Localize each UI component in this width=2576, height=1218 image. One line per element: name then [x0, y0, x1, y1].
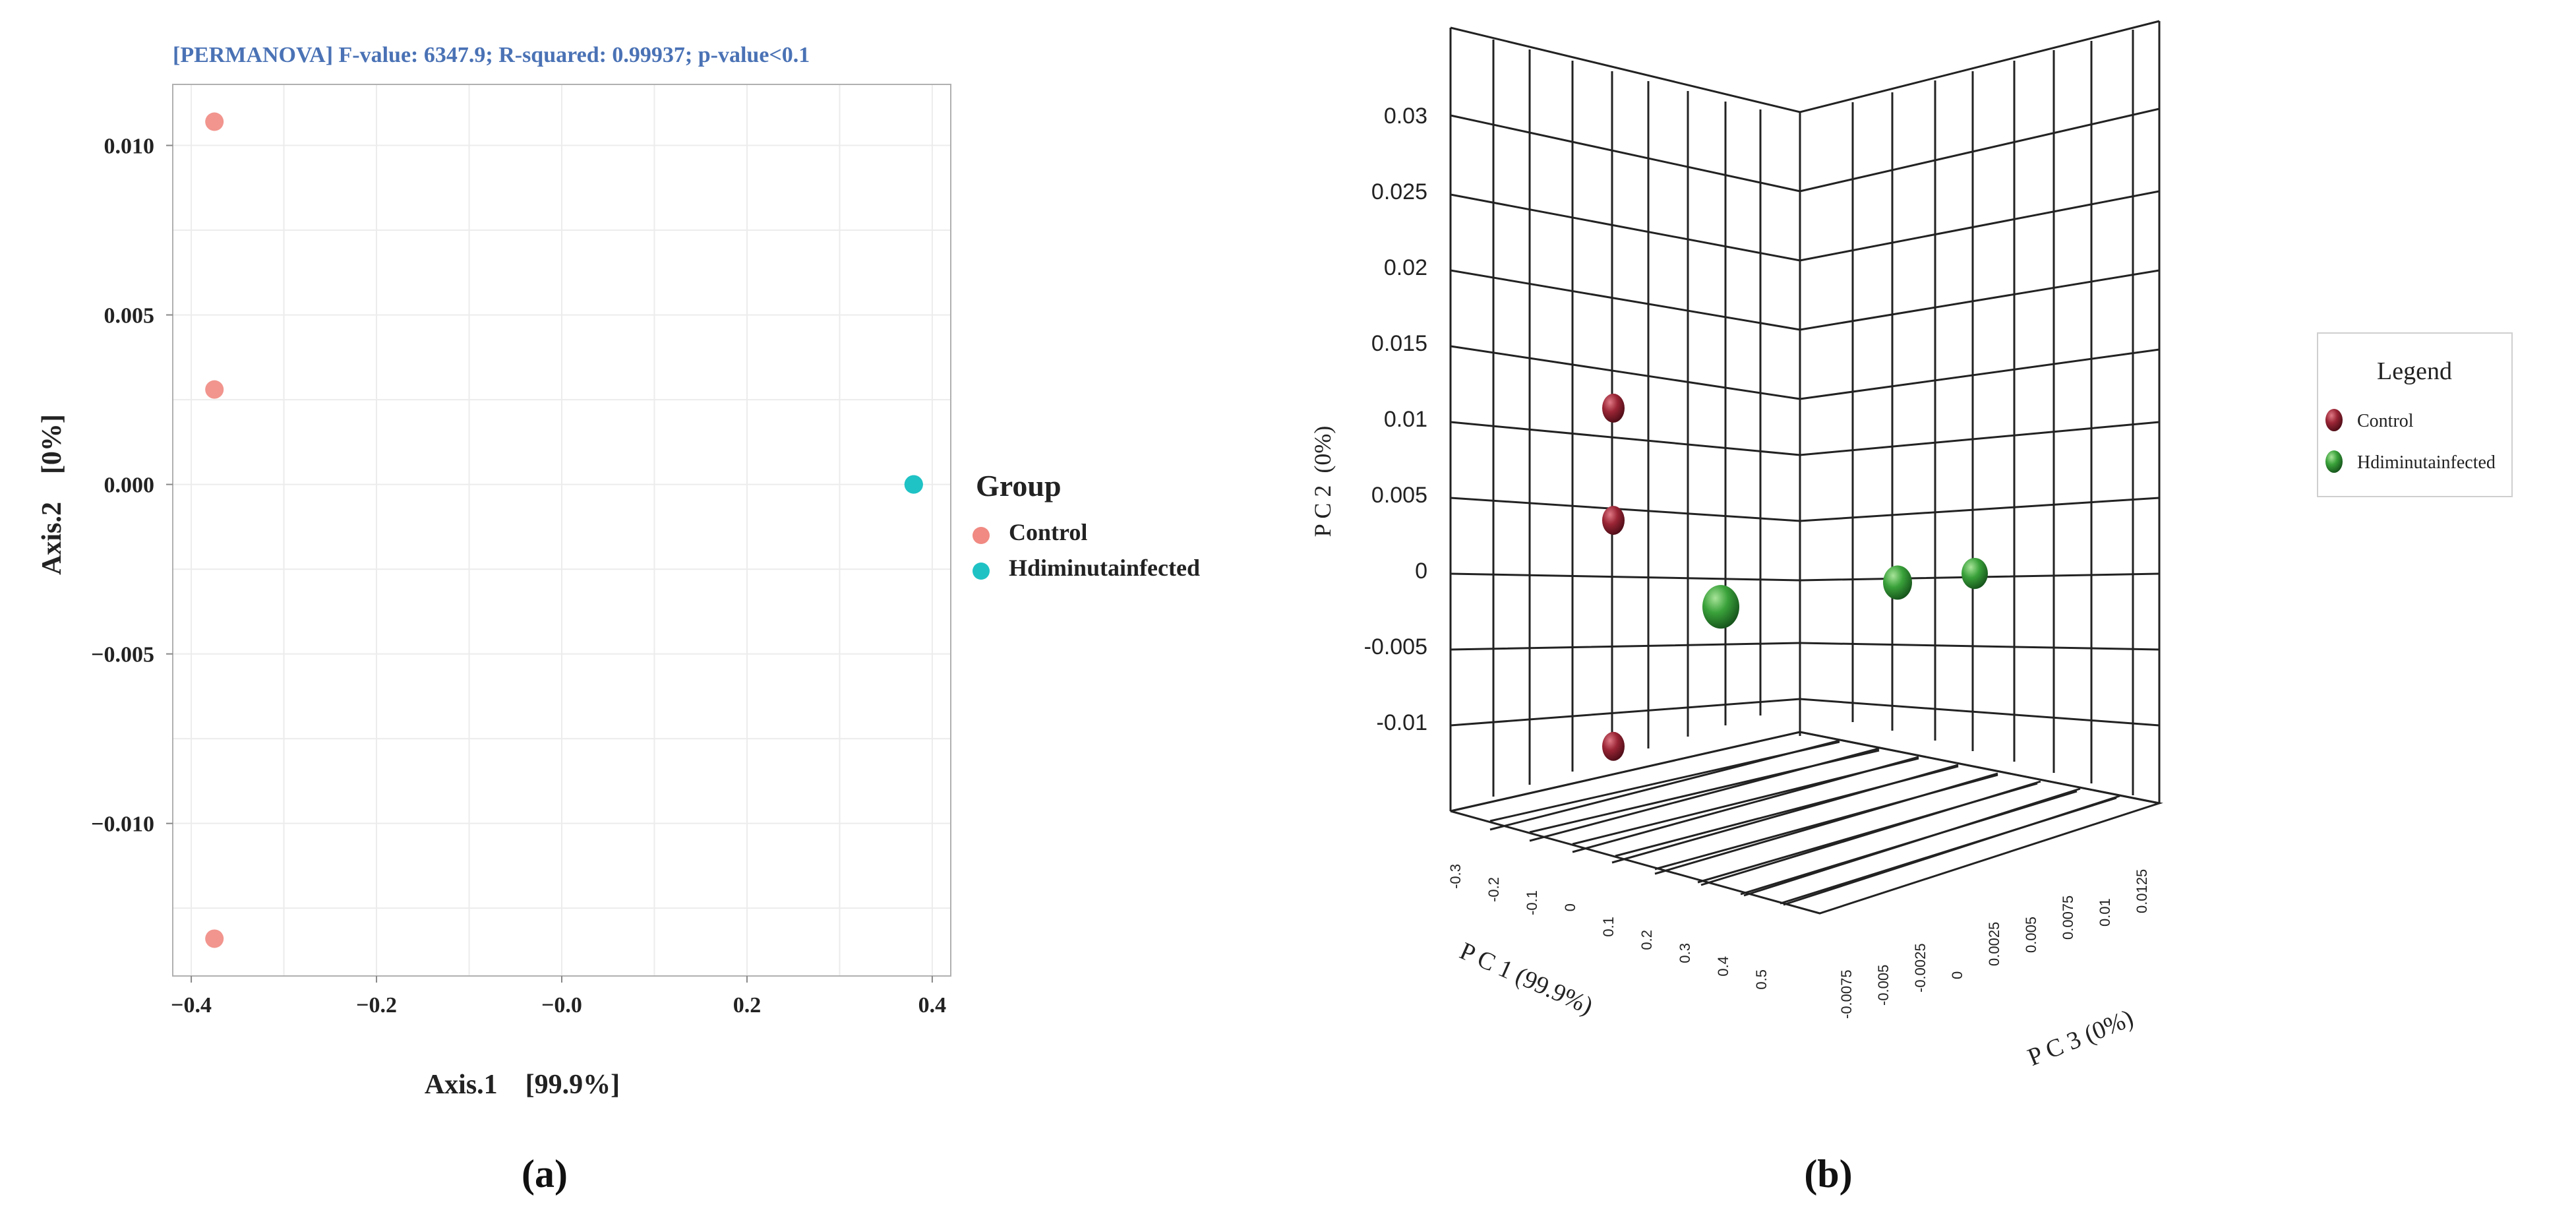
- panel-a-ytick-label: 0.005: [104, 304, 155, 328]
- panel-b-xlabel: P C 1 (99.9%): [1456, 937, 1597, 1020]
- panel-a-xtick-label: 0.4: [918, 993, 947, 1018]
- point-b-hdiminutainfected: [1883, 565, 1912, 600]
- panel-b-ztick-label: 0.0025: [1986, 922, 2002, 966]
- panel-a-label: (a): [522, 1152, 568, 1196]
- legend-infected-marker: [973, 563, 990, 580]
- panel-b-zticks: -0.0075 -0.005 -0.0025 0 0.0025 0.005 0.0075 0.…: [1838, 869, 2150, 1019]
- panel-b-ylabel: P C 2 (0%): [1309, 426, 1336, 537]
- panel-b-xtick-label: 0: [1562, 903, 1578, 911]
- panel-b-ytick-label: 0: [1415, 559, 1427, 584]
- legend-b-control-marker: [2325, 409, 2343, 431]
- panel-a: [PERMANOVA] F-value: 6347.9; R-squared: …: [37, 43, 1200, 1196]
- panel-b-ztick-label: -0.005: [1875, 965, 1892, 1006]
- panel-a-ytick-label: 0.010: [104, 135, 155, 159]
- panel-b-ytick-label: 0.025: [1371, 179, 1427, 204]
- panel-b-ztick-label: 0.005: [2023, 917, 2039, 953]
- panel-b-ytick-label: 0.02: [1384, 255, 1427, 280]
- panel-a-xtick-label: 0.2: [733, 993, 762, 1018]
- panel-b-ytick-label: 0.005: [1371, 483, 1427, 508]
- panel-b-points: [1602, 393, 1988, 761]
- panel-b-xtick-label: 0.1: [1600, 917, 1617, 937]
- panel-b-xticks: -0.3 -0.2 -0.1 0 0.1 0.2 0.3 0.4 0.5: [1447, 864, 1770, 990]
- panel-a-ytick-label: −0.005: [91, 643, 154, 667]
- point-control: [205, 112, 224, 131]
- panel-b-ztick-label: 0.0075: [2060, 896, 2076, 940]
- panel-b-xtick-label: 0.3: [1677, 943, 1693, 963]
- panel-b-ytick-label: -0.01: [1377, 710, 1428, 735]
- panel-b-ztick-label: 0: [1949, 971, 1965, 979]
- panel-b-legend-title: Legend: [2377, 357, 2452, 385]
- point-hdiminutainfected: [904, 475, 923, 494]
- panel-a-xlabel: Axis.1 [99.9%]: [425, 1070, 620, 1100]
- point-b-control: [1602, 731, 1625, 761]
- panel-b-ztick-label: 0.01: [2097, 898, 2113, 927]
- point-b-control: [1602, 393, 1625, 423]
- panel-a-ytick-label: −0.010: [91, 812, 154, 837]
- panel-a-ticks: −0.4 −0.2 −0.0 0.2 0.4 0.010 0.005 0.000 −0.005 −…: [91, 135, 946, 1018]
- panel-a-ylabel: Axis.2 [0%]: [37, 414, 67, 575]
- panel-b: 0.030.0250.020.0150.010.0050-0.005-0.01 …: [1309, 20, 2513, 1196]
- point-control: [205, 380, 224, 399]
- panel-b-zlabel: P C 3 (0%): [2024, 1004, 2138, 1072]
- panel-b-xtick-label: 0.4: [1715, 956, 1731, 977]
- panel-b-xtick-label: 0.5: [1753, 969, 1770, 990]
- panel-b-legend: Legend Control Hdiminutainfected: [2317, 332, 2513, 497]
- panel-a-legend-title: Group: [976, 469, 1062, 502]
- panel-b-ztick-label: -0.0075: [1838, 969, 1855, 1019]
- panel-a-xtick-label: −0.0: [541, 993, 582, 1018]
- panel-b-ytick-label: 0.03: [1384, 104, 1427, 129]
- legend-infected-label: Hdiminutainfected: [1009, 555, 1200, 581]
- panel-b-ytick-label: 0.01: [1384, 407, 1427, 432]
- panel-b-xtick-label: 0.2: [1638, 930, 1655, 950]
- panel-b-ytick-label: -0.005: [1364, 634, 1427, 659]
- panel-b-xtick-label: -0.2: [1485, 877, 1502, 902]
- point-b-hdiminutainfected: [1702, 585, 1739, 629]
- legend-control-label: Control: [1009, 519, 1087, 545]
- panel-b-xtick-label: -0.3: [1447, 864, 1464, 889]
- point-b-control: [1602, 506, 1625, 535]
- panel-b-ztick-label: 0.0125: [2134, 869, 2150, 913]
- legend-b-infected-label: Hdiminutainfected: [2357, 452, 2496, 473]
- point-control: [205, 929, 224, 948]
- panel-b-ztick-label: -0.0025: [1912, 943, 1929, 992]
- panel-a-xtick-label: −0.2: [356, 993, 397, 1018]
- legend-control-marker: [973, 527, 990, 544]
- panel-a-grid: [173, 84, 951, 976]
- legend-b-control-label: Control: [2357, 411, 2414, 431]
- panel-b-xtick-label: -0.1: [1524, 890, 1540, 915]
- panel-b-legend-box: [2317, 332, 2513, 497]
- point-b-hdiminutainfected: [1962, 558, 1988, 590]
- panel-b-ytick-label: 0.015: [1371, 331, 1427, 356]
- panel-a-points: [205, 112, 923, 948]
- legend-b-infected-marker: [2325, 450, 2343, 473]
- panel-a-xtick-label: −0.4: [171, 993, 212, 1018]
- panel-a-legend: Group Control Hdiminutainfected: [973, 469, 1200, 581]
- panel-b-yticks: 0.03 0.025 0.02 0.015 0.01 0.005 0 -0.005 -0.01: [1364, 104, 1427, 735]
- panel-a-ytick-label: 0.000: [104, 473, 155, 498]
- panel-b-grid: [1449, 20, 2163, 915]
- panel-b-label: (b): [1804, 1152, 1852, 1196]
- panel-a-title: [PERMANOVA] F-value: 6347.9; R-squared: …: [173, 43, 810, 67]
